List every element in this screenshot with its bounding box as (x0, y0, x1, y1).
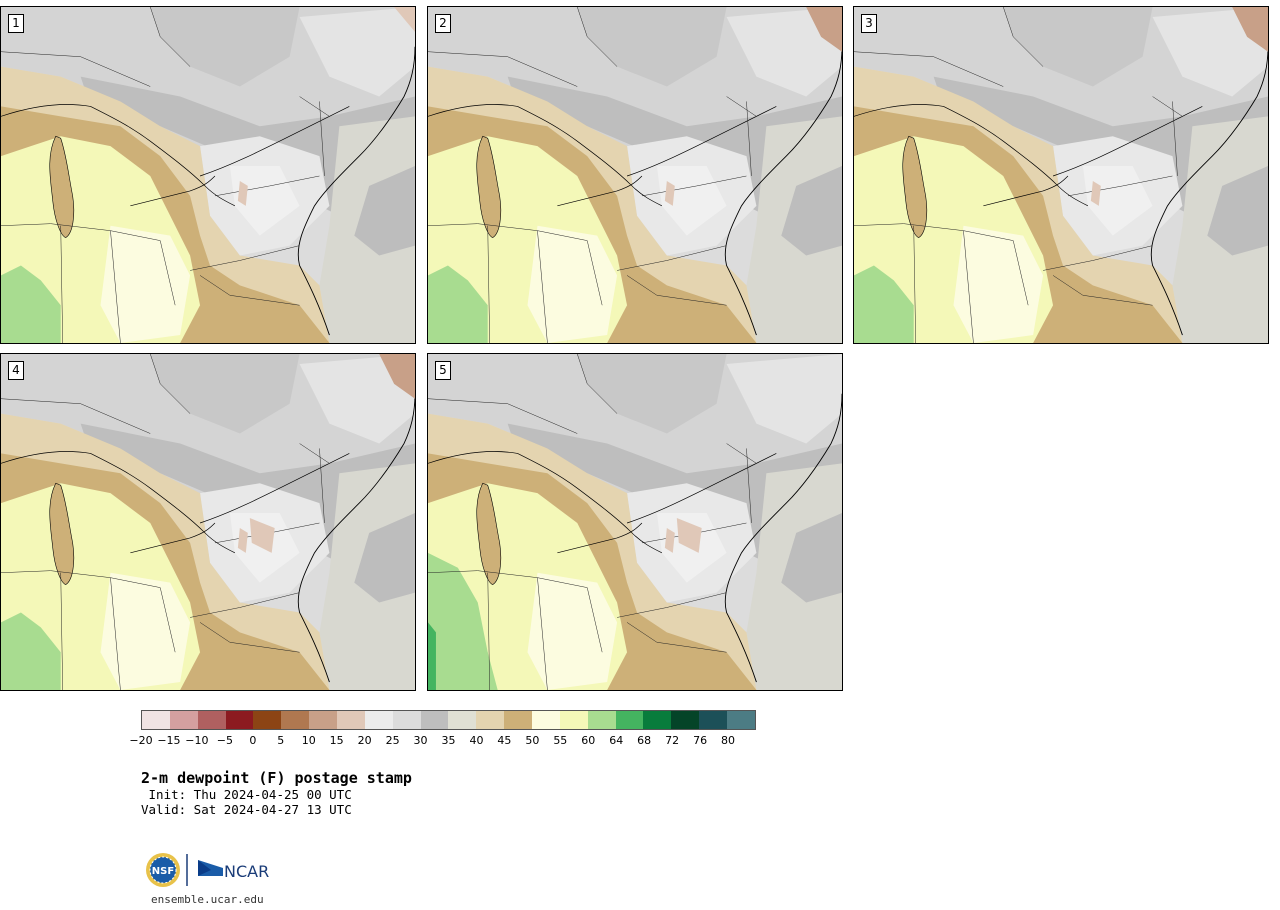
colorbar-tick-label: 72 (665, 734, 680, 747)
colorbar-tick-label: 30 (413, 734, 428, 747)
colorbar-swatch (699, 711, 728, 729)
dewpoint-map-4 (1, 354, 415, 690)
logo-ncar-text: NCAR (224, 862, 269, 881)
colorbar-tick-label: −10 (185, 734, 209, 747)
init-time: Init: Thu 2024-04-25 00 UTC (141, 787, 352, 802)
colorbar-tick-label: 45 (497, 734, 512, 747)
colorbar-tick-label: −15 (157, 734, 181, 747)
panel-label-5: 5 (435, 361, 451, 380)
colorbar-tick-label: −5 (216, 734, 233, 747)
colorbar-tick-label: 5 (277, 734, 285, 747)
colorbar-swatch (532, 711, 560, 729)
colorbar-swatch (420, 711, 449, 729)
colorbar-swatch (615, 711, 644, 729)
colorbar-swatch (309, 711, 338, 729)
colorbar-swatch (337, 711, 365, 729)
dewpoint-map-3 (854, 7, 1268, 343)
colorbar-tick-labels: −20 −15 −10 −5 0 5 10 15 20 25 30 35 40 45 50 55 60 64 68 7… (0, 734, 1280, 750)
colorbar-tick-label: 55 (553, 734, 568, 747)
colorbar-swatch (364, 711, 393, 729)
map-panel-1: 1 (0, 6, 416, 344)
dewpoint-map-1 (1, 7, 415, 343)
panel-label-1: 1 (8, 14, 24, 33)
colorbar-swatch (643, 711, 672, 729)
colorbar-tick-label: 25 (385, 734, 400, 747)
colorbar-tick-label: 64 (609, 734, 624, 747)
map-panel-4: 4 (0, 353, 416, 691)
map-panel-5: 5 (427, 353, 843, 691)
colorbar (141, 710, 756, 730)
colorbar-tick-label: 10 (301, 734, 316, 747)
panel-label-2: 2 (435, 14, 451, 33)
colorbar-swatch (504, 711, 533, 729)
panel-label-3: 3 (861, 14, 877, 33)
colorbar-tick-label: 0 (249, 734, 257, 747)
colorbar-swatch (142, 711, 170, 729)
colorbar-swatch (559, 711, 588, 729)
website-link[interactable]: ensemble.ucar.edu (151, 893, 264, 906)
colorbar-tick-label: −20 (129, 734, 153, 747)
panel-label-4: 4 (8, 361, 24, 380)
colorbar-tick-label: 80 (721, 734, 736, 747)
colorbar-swatch (392, 711, 421, 729)
valid-time: Valid: Sat 2024-04-27 13 UTC (141, 802, 352, 817)
logo-nsf-text: NSF (152, 866, 174, 877)
colorbar-swatch (476, 711, 505, 729)
colorbar-swatch (587, 711, 616, 729)
map-panel-2: 2 (427, 6, 843, 344)
colorbar-swatch (197, 711, 226, 729)
colorbar-tick-label: 60 (581, 734, 596, 747)
colorbar-tick-label: 35 (441, 734, 456, 747)
colorbar-swatch (253, 711, 282, 729)
colorbar-tick-label: 76 (693, 734, 708, 747)
colorbar-swatch (169, 711, 198, 729)
colorbar-swatch (448, 711, 477, 729)
map-panel-3: 3 (853, 6, 1269, 344)
colorbar-swatch (281, 711, 310, 729)
colorbar-swatch (727, 711, 755, 729)
colorbar-tick-label: 68 (637, 734, 652, 747)
colorbar-swatch (671, 711, 700, 729)
nsf-ncar-logo: NSF NCAR (145, 852, 275, 890)
colorbar-tick-label: 40 (469, 734, 484, 747)
colorbar-tick-label: 20 (357, 734, 372, 747)
colorbar-tick-label: 50 (525, 734, 540, 747)
chart-title: 2-m dewpoint (F) postage stamp (141, 769, 412, 787)
colorbar-tick-label: 15 (329, 734, 344, 747)
dewpoint-map-2 (428, 7, 842, 343)
dewpoint-map-5 (428, 354, 842, 690)
colorbar-swatch (225, 711, 254, 729)
